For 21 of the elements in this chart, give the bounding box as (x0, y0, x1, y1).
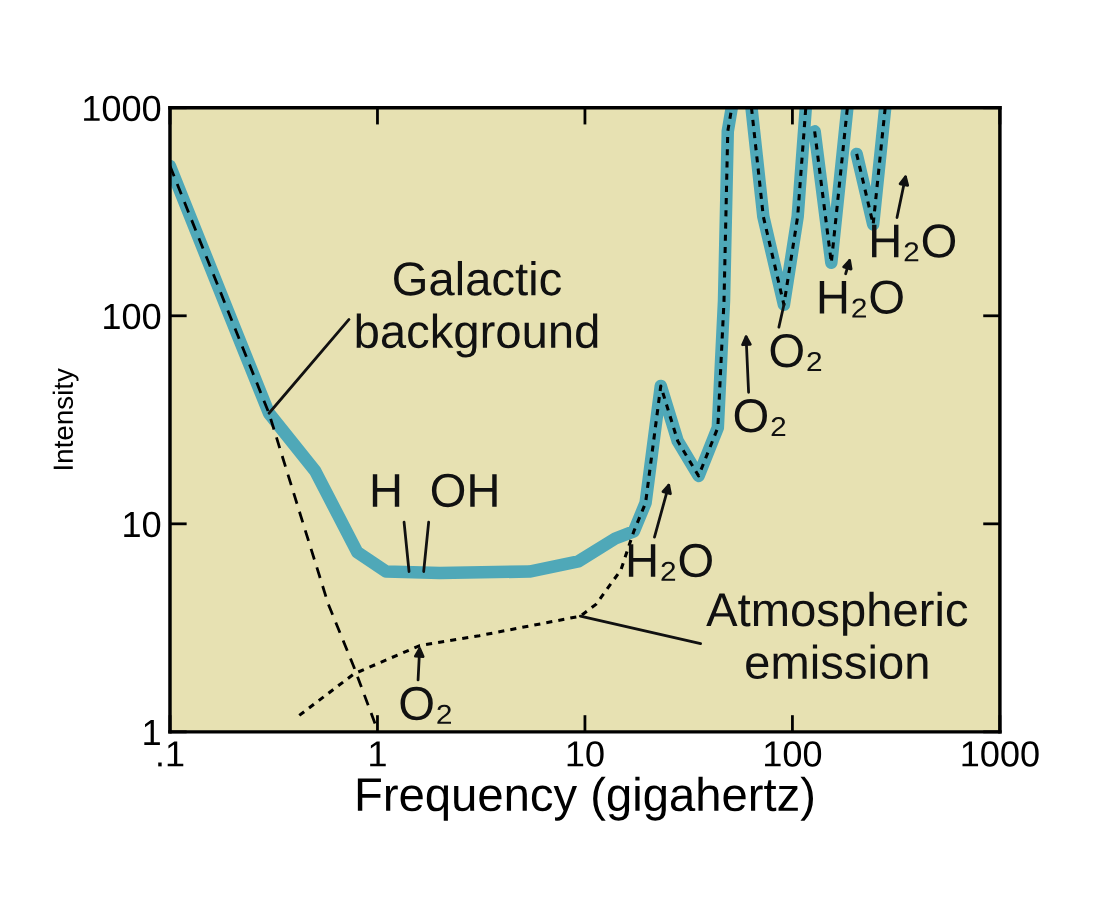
x-tick-label: 100 (765, 741, 822, 767)
annotation: O₂ (734, 399, 786, 437)
x-tick-label: .1 (158, 741, 184, 767)
y-axis-title: Intensity (52, 368, 79, 469)
annotation: H₂O (872, 224, 956, 262)
y-tick-label: 1000 (84, 95, 161, 122)
annotation: O₂ (400, 686, 451, 724)
annotation: O₂ (770, 333, 822, 371)
y-tick-label: 1 (144, 720, 160, 745)
x-tick-label: 1000 (962, 741, 1039, 767)
annotation: Atmospheric emission (706, 591, 968, 680)
y-tick-label: 10 (124, 511, 161, 538)
annotation: H₂O (819, 280, 903, 318)
x-axis-title: Frequency (gigahertz) (357, 776, 813, 821)
y-tick-label: 100 (104, 303, 161, 330)
x-tick-label: 1 (370, 741, 386, 767)
annotation: Galactic background (356, 260, 598, 358)
annotation: H (372, 474, 400, 507)
annotation: H₂O (628, 543, 712, 581)
annotation: OH (431, 473, 497, 508)
x-tick-label: 10 (567, 741, 604, 767)
